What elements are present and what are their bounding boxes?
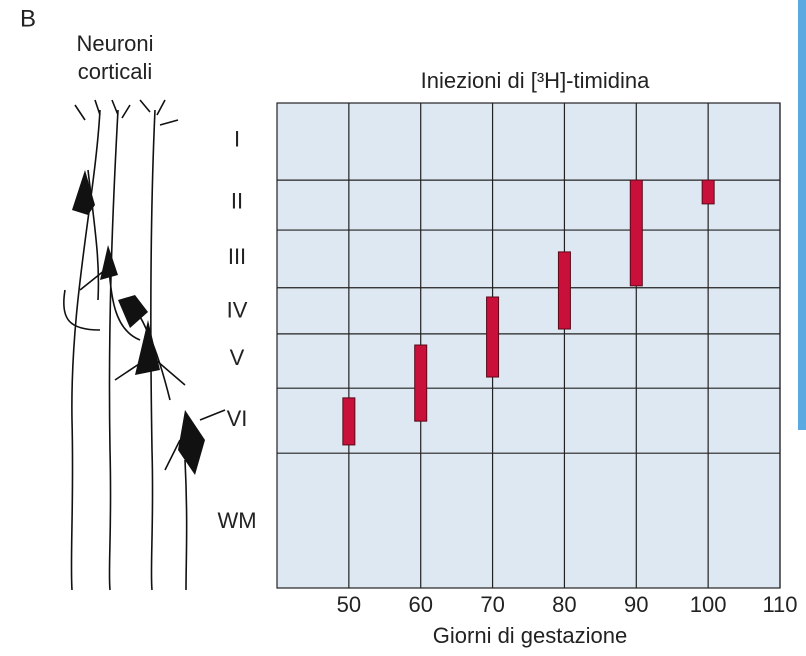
- chart-title: Iniezioni di [³H]-timidina: [421, 68, 650, 93]
- x-tick-label: 110: [762, 592, 797, 617]
- plot-area: [276, 102, 781, 589]
- y-tick-label: WM: [217, 508, 256, 533]
- range-bar: [486, 296, 500, 378]
- x-axis-label: Giorni di gestazione: [433, 623, 627, 648]
- panel-label: B: [20, 5, 36, 32]
- neuron-somas: [72, 170, 205, 475]
- side-label: Neuroni: [76, 31, 153, 56]
- range-bar: [701, 179, 715, 205]
- x-tick-label: 60: [408, 592, 432, 617]
- x-tick-label: 50: [337, 592, 361, 617]
- y-tick-label: III: [228, 244, 246, 269]
- edge-strip: [798, 0, 806, 430]
- x-tick-label: 70: [480, 592, 504, 617]
- range-bar: [629, 179, 643, 287]
- y-tick-label: VI: [227, 406, 248, 431]
- y-tick-label: II: [231, 189, 243, 214]
- x-tick-label: 100: [690, 592, 727, 617]
- neuron-illustration: [63, 99, 226, 591]
- x-tick-label: 90: [624, 592, 648, 617]
- y-tick-label: IV: [227, 297, 248, 322]
- range-bar: [557, 251, 571, 330]
- x-tick-label: 80: [552, 592, 576, 617]
- range-bar: [414, 344, 428, 422]
- side-label: corticali: [78, 59, 153, 84]
- y-tick-label: V: [230, 345, 245, 370]
- y-tick-label: I: [234, 127, 240, 152]
- range-bar: [342, 397, 356, 446]
